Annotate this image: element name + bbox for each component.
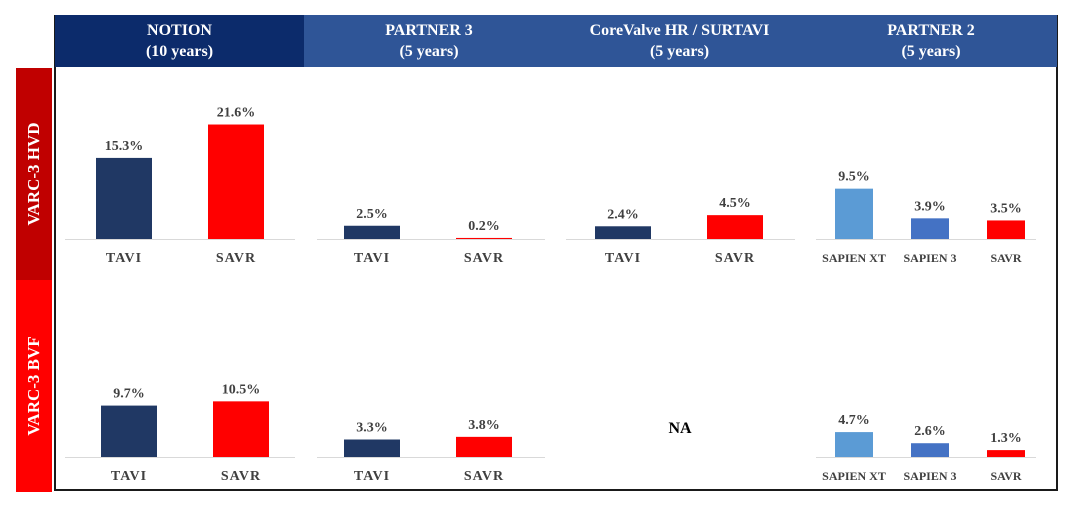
- category-label: SAVR: [464, 469, 504, 484]
- data-label: 2.4%: [607, 207, 639, 222]
- category-label: SAPIEN 3: [903, 469, 956, 483]
- data-label: 1.3%: [990, 431, 1022, 446]
- category-label: SAPIEN XT: [822, 251, 886, 265]
- category-label: TAVI: [106, 251, 142, 266]
- column-title: PARTNER 3: [385, 22, 473, 39]
- bar-tavi: [344, 439, 400, 457]
- bar-savr: [987, 450, 1025, 457]
- category-label: TAVI: [354, 251, 390, 266]
- column-header-partner2: PARTNER 2 (5 years): [805, 15, 1057, 67]
- category-label: SAVR: [990, 251, 1021, 265]
- data-label: 0.2%: [468, 219, 500, 234]
- data-label: 3.8%: [468, 418, 500, 433]
- category-label: SAVR: [216, 251, 256, 266]
- column-title: PARTNER 2: [887, 22, 975, 39]
- data-label: 4.5%: [719, 196, 751, 211]
- bar-savr: [208, 124, 264, 239]
- category-label: SAPIEN XT: [822, 469, 886, 483]
- category-label: SAVR: [715, 251, 755, 266]
- category-label: TAVI: [354, 469, 390, 484]
- bar-tavi: [96, 157, 152, 239]
- category-label: SAVR: [990, 469, 1021, 483]
- column-header-partner3: PARTNER 3 (5 years): [304, 15, 554, 67]
- data-label: 15.3%: [105, 139, 144, 154]
- bar-sapien-3: [911, 443, 949, 457]
- bar-sapien-xt: [835, 432, 873, 457]
- category-label: SAPIEN 3: [903, 251, 956, 265]
- data-label: 3.5%: [990, 201, 1022, 216]
- column-header-notion: NOTION (10 years): [55, 15, 304, 67]
- data-label: 3.3%: [356, 421, 388, 436]
- category-label: TAVI: [605, 251, 641, 266]
- column-title: CoreValve HR / SURTAVI: [589, 22, 770, 39]
- bar-savr: [213, 401, 269, 457]
- bar-savr: [707, 215, 763, 239]
- data-label: 9.5%: [838, 170, 870, 185]
- na-label: NA: [668, 420, 692, 437]
- column-title: NOTION: [147, 22, 212, 39]
- data-label: 2.6%: [914, 424, 946, 439]
- column-subtitle: (10 years): [145, 43, 214, 60]
- bar-savr: [456, 436, 512, 457]
- category-label: SAVR: [221, 469, 261, 484]
- data-label: 21.6%: [217, 106, 256, 121]
- data-label: 9.7%: [113, 387, 145, 402]
- category-label: TAVI: [111, 469, 147, 484]
- category-label: SAVR: [464, 251, 504, 266]
- bar-tavi: [344, 225, 400, 239]
- bar-savr: [456, 237, 512, 239]
- column-subtitle: (5 years): [649, 43, 710, 60]
- bar-tavi: [101, 405, 157, 457]
- bar-tavi: [595, 226, 651, 239]
- bar-sapien-xt: [835, 188, 873, 239]
- data-label: 2.5%: [356, 207, 388, 222]
- bar-savr: [987, 220, 1025, 239]
- data-label: 4.7%: [838, 413, 870, 428]
- row-header-hvd: VARC-3 HVD: [16, 68, 52, 280]
- column-subtitle: (5 years): [399, 43, 459, 60]
- row-header-bvf: VARC-3 BVF: [16, 280, 52, 492]
- data-label: 10.5%: [222, 382, 261, 397]
- column-subtitle: (5 years): [901, 43, 961, 60]
- data-label: 3.9%: [914, 199, 946, 214]
- column-header-corevalve: CoreValve HR / SURTAVI (5 years): [554, 15, 805, 67]
- bar-sapien-3: [911, 218, 949, 239]
